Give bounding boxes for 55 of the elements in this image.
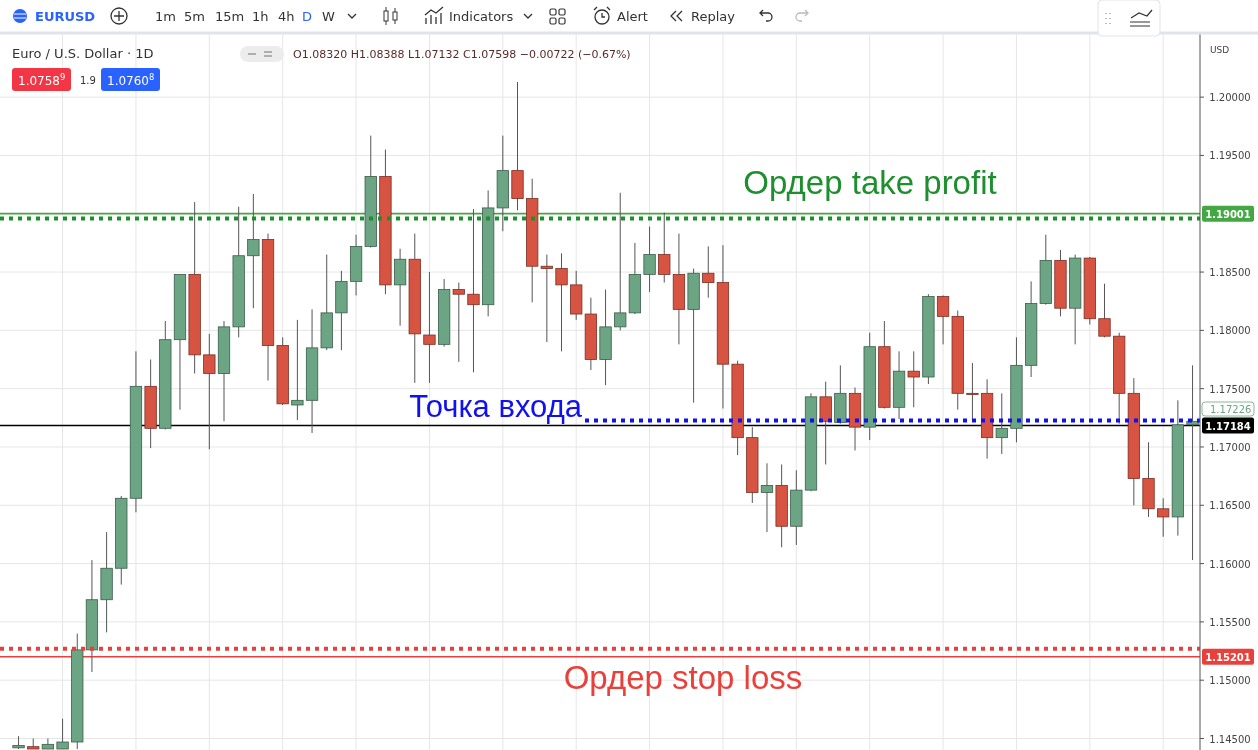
candlestick bbox=[936, 294, 950, 345]
candlestick bbox=[760, 462, 774, 533]
y-tick-label: 1.20000 bbox=[1209, 92, 1251, 104]
candlestick bbox=[614, 192, 627, 331]
y-tick-label: 1.17000 bbox=[1209, 441, 1251, 453]
text: Alert bbox=[617, 9, 648, 24]
y-tick-label: 1.17500 bbox=[1209, 383, 1251, 395]
candlestick bbox=[467, 208, 480, 373]
candlestick bbox=[247, 193, 260, 309]
candlestick bbox=[658, 212, 671, 284]
ref-line-label: 1.19001 bbox=[1205, 208, 1251, 220]
text: EURUSD bbox=[35, 9, 96, 24]
candlestick bbox=[203, 333, 216, 450]
text: 4h bbox=[278, 9, 295, 24]
text: Euro / U.S. Dollar · 1D bbox=[12, 46, 154, 61]
text: 15m bbox=[215, 9, 245, 24]
text: Replay bbox=[691, 9, 736, 24]
text: D bbox=[302, 9, 313, 24]
candlestick bbox=[41, 738, 55, 750]
annotation: 1.0760$^{8}$ bbox=[107, 72, 155, 88]
text: 1.17226 bbox=[1210, 404, 1252, 415]
text: 1m bbox=[155, 9, 176, 24]
annotation: 1.0758$^{9}$ bbox=[18, 72, 66, 88]
text: W bbox=[322, 9, 335, 24]
candlestick bbox=[452, 282, 465, 363]
y-tick-label: 1.14500 bbox=[1209, 733, 1251, 745]
y-tick-label: 1.18500 bbox=[1209, 267, 1251, 279]
candlestick bbox=[995, 392, 1008, 455]
ref-line-label: Ордер take profit bbox=[743, 164, 997, 202]
ref-line-label: Точка входа bbox=[409, 388, 583, 424]
candlestick bbox=[291, 319, 304, 421]
ref-line-label: 1.15201 bbox=[1205, 651, 1251, 663]
candlestick bbox=[1157, 497, 1170, 538]
y-tick-label: 1.15500 bbox=[1209, 616, 1251, 628]
candlestick bbox=[643, 226, 656, 293]
y-tick-label: 1.16000 bbox=[1209, 558, 1251, 570]
annotation: 1.9 bbox=[80, 75, 96, 86]
ref-line-label: 1.17184 bbox=[1205, 420, 1251, 432]
y-tick-label: 1.16500 bbox=[1209, 500, 1251, 512]
candlestick bbox=[56, 718, 69, 750]
candlestick bbox=[966, 362, 979, 421]
y-tick-label: 1.18000 bbox=[1209, 325, 1251, 337]
text: 1h bbox=[252, 9, 269, 24]
y-axis-title: USD bbox=[1210, 45, 1230, 55]
text: Indicators bbox=[449, 9, 514, 24]
candlestick bbox=[907, 350, 920, 408]
y-tick-label: 1.15000 bbox=[1209, 675, 1251, 687]
candlestick bbox=[555, 252, 568, 352]
ref-line-label: Ордер stop loss bbox=[563, 658, 803, 696]
candlestick bbox=[423, 271, 436, 384]
candlestick bbox=[1098, 283, 1111, 338]
candlestick bbox=[702, 245, 715, 299]
text: O1.08320 H1.08388 L1.07132 C1.07598 −0.00722 (−0.67%) bbox=[293, 48, 631, 61]
text: 5m bbox=[184, 9, 205, 24]
y-tick-label: 1.19500 bbox=[1209, 150, 1251, 162]
